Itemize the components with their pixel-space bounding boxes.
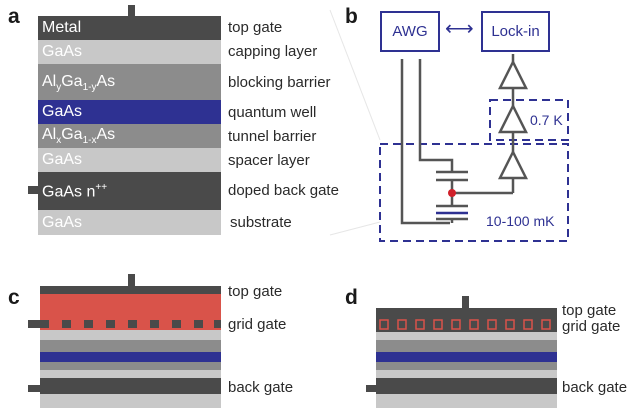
label-quantum-well: quantum well: [228, 104, 317, 121]
top-gate-contact-d: [462, 296, 469, 308]
quantum-well-c: [40, 352, 221, 362]
layer-c-2: [40, 340, 221, 352]
label-grid-gate-c: grid gate: [228, 316, 287, 333]
panel-label-b: b: [345, 5, 358, 28]
top-gate-contact: [128, 5, 135, 16]
panel-label-d: d: [345, 286, 358, 309]
label-tunnel-barrier: tunnel barrier: [228, 128, 317, 145]
panel-label-c: c: [8, 286, 20, 309]
layer-d-3: [376, 362, 557, 370]
layer-quantum-well: GaAs: [38, 100, 221, 124]
layer-c-3: [40, 362, 221, 370]
bidirectional-arrow-icon: ⟷: [445, 18, 474, 40]
layer-c-1: [40, 330, 221, 340]
layer-spacer: GaAs: [38, 148, 221, 172]
label-grid-gate-d: grid gate: [562, 318, 621, 335]
layer-tunnel-barrier: AlxGa1-xAs: [38, 124, 221, 148]
lockin-label: Lock-in: [491, 23, 540, 40]
temp-cold-label: 10-100 mK: [486, 213, 555, 229]
back-gate-c: [40, 378, 221, 394]
top-gate-d: [376, 308, 557, 318]
layer-c-4: [40, 370, 221, 378]
label-doped-back-gate: doped back gate: [228, 182, 339, 199]
label-top-gate-c: top gate: [228, 283, 283, 300]
back-gate-d: [376, 378, 557, 394]
back-gate-contact-c: [28, 385, 42, 392]
layer-metal: Metal: [38, 16, 221, 40]
device-node: [448, 189, 456, 197]
layer-substrate: GaAs: [38, 210, 221, 235]
panel-label-a: a: [8, 5, 20, 28]
temp-warm-label: 0.7 K: [530, 112, 563, 128]
back-gate-contact: [28, 186, 39, 194]
awg-label: AWG: [392, 23, 428, 40]
layer-capping: GaAs: [38, 40, 221, 64]
label-blocking-barrier: blocking barrier: [228, 74, 331, 91]
label-capping-layer: capping layer: [228, 43, 318, 60]
top-gate-contact-c: [128, 274, 135, 286]
layer-blocking-barrier: AlyGa1-yAs: [38, 64, 221, 100]
lockin-box: Lock-in: [481, 11, 550, 52]
substrate-d: [376, 394, 557, 408]
layer-d-4: [376, 370, 557, 378]
label-spacer-layer: spacer layer: [228, 152, 310, 169]
awg-box: AWG: [380, 11, 440, 52]
substrate-c: [40, 394, 221, 408]
label-substrate: substrate: [230, 214, 292, 231]
grid-gate-contact-c: [28, 320, 42, 328]
label-back-gate-c: back gate: [228, 379, 294, 396]
label-top-gate-d: top gate: [562, 302, 617, 319]
layer-d-2: [376, 340, 557, 352]
back-gate-contact-d: [366, 385, 378, 392]
label-back-gate-d: back gate: [562, 379, 628, 396]
quantum-well-d: [376, 352, 557, 362]
label-top-gate: top gate: [228, 19, 283, 36]
layer-d-1: [376, 332, 557, 340]
top-gate-c: [40, 286, 221, 294]
layer-doped-back-gate: GaAs n++: [38, 172, 221, 210]
